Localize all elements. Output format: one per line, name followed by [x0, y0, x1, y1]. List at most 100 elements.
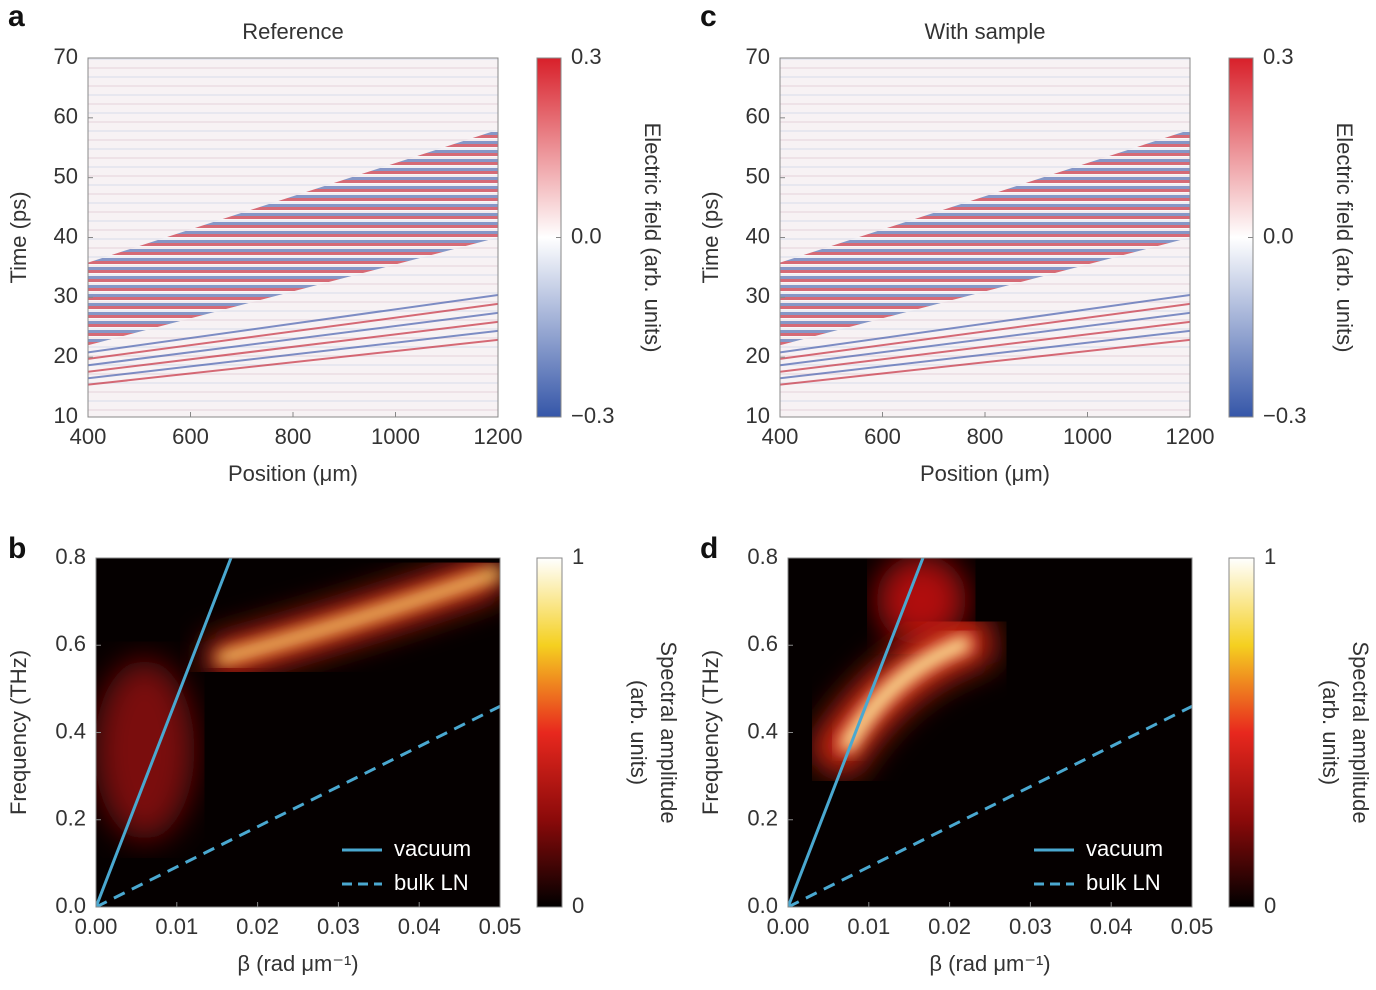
noise-stripe [88, 292, 498, 294]
noise-stripe [88, 166, 498, 168]
x-axis-label: β (rad μm⁻¹) [237, 951, 358, 976]
x-axis-label: Position (μm) [228, 461, 358, 486]
noise-stripe [780, 400, 1190, 402]
colorbar-label: (arb. units) [1318, 680, 1343, 785]
noise-stripe [780, 121, 1190, 123]
noise-stripe [780, 76, 1190, 78]
noise-stripe [88, 112, 498, 114]
y-tick-label: 50 [746, 163, 770, 188]
noise-stripe [780, 157, 1190, 159]
noise-stripe [780, 328, 1190, 330]
signal-line [88, 329, 498, 380]
colorbar-tick-label: 0.0 [571, 223, 602, 248]
panel-label: c [700, 0, 717, 33]
noise-stripe [88, 130, 498, 132]
x-tick-label: 600 [864, 424, 901, 449]
noise-stripe [88, 103, 498, 105]
series-line [788, 704, 1192, 907]
noise-stripe [780, 58, 1190, 60]
legend-label: bulk LN [394, 870, 469, 895]
y-tick-label: 20 [746, 343, 770, 368]
y-tick-label: 20 [54, 343, 78, 368]
legend-label: vacuum [394, 836, 471, 861]
noise-stripe [780, 391, 1190, 393]
colorbar-label: Spectral amplitude [1348, 641, 1373, 823]
y-tick-label: 0.8 [55, 544, 86, 569]
colorbar-tick-label: 0 [572, 893, 584, 918]
signal-line [88, 320, 498, 373]
noise-stripe [780, 175, 1190, 177]
noise-stripe [780, 310, 1190, 312]
noise-stripe [780, 382, 1190, 384]
x-tick-label: 0.01 [847, 914, 890, 939]
x-tick-label: 0.05 [479, 914, 522, 939]
panel-label: a [8, 0, 25, 33]
signal-line [88, 311, 498, 367]
noise-stripe [780, 112, 1190, 114]
noise-stripe [780, 373, 1190, 375]
y-tick-label: 0.0 [55, 893, 86, 918]
x-tick-label: 0.01 [155, 914, 198, 939]
colorbar-tick-label: 0.3 [1263, 44, 1294, 69]
colorbar-tick-label: 0.0 [1263, 223, 1294, 248]
noise-stripe [780, 193, 1190, 195]
glow [96, 659, 195, 840]
signal-line [88, 302, 498, 360]
x-tick-label: 0.05 [1171, 914, 1214, 939]
panel-label: d [700, 532, 718, 565]
x-axis-label: Position (μm) [920, 461, 1050, 486]
signal-band [780, 129, 1190, 346]
x-tick-label: 0.03 [1009, 914, 1052, 939]
signal-line [780, 311, 1190, 367]
x-tick-label: 0.04 [1090, 914, 1133, 939]
y-tick-label: 0.4 [55, 718, 86, 743]
noise-stripe [88, 364, 498, 366]
y-tick-label: 50 [54, 163, 78, 188]
x-axis-label: β (rad μm⁻¹) [929, 951, 1050, 976]
colorbar-tick-label: 0 [1264, 893, 1276, 918]
noise-stripe [88, 58, 498, 60]
y-tick-label: 0.4 [747, 718, 778, 743]
y-tick-label: 10 [746, 403, 770, 428]
y-axis-label: Time (ps) [6, 191, 31, 283]
noise-stripe [88, 400, 498, 402]
noise-stripe [88, 175, 498, 177]
y-tick-label: 60 [54, 104, 78, 129]
noise-stripe [780, 130, 1190, 132]
y-tick-label: 0.2 [55, 806, 86, 831]
noise-stripe [780, 166, 1190, 168]
colorbar-label: Electric field (arb. units) [1332, 123, 1357, 353]
series-line [96, 704, 500, 907]
x-tick-label: 1000 [371, 424, 420, 449]
y-axis-label: Frequency (THz) [698, 650, 723, 815]
x-tick-label: 0.02 [236, 914, 279, 939]
signal-line [780, 338, 1190, 386]
legend-label: vacuum [1086, 836, 1163, 861]
colorbar-tick-label: 1 [572, 544, 584, 569]
x-tick-label: 800 [275, 424, 312, 449]
noise-stripe [88, 301, 498, 303]
colorbar-tick-label: 0.3 [571, 44, 602, 69]
noise-stripe [88, 319, 498, 321]
chart-title: With sample [924, 19, 1045, 44]
noise-stripe [88, 355, 498, 357]
noise-stripe [780, 364, 1190, 366]
noise-stripe [88, 328, 498, 330]
colorbar-tick-label: 1 [1264, 544, 1276, 569]
noise-stripe [780, 139, 1190, 141]
y-tick-label: 40 [54, 223, 78, 248]
x-tick-label: 400 [70, 424, 107, 449]
signal-line [780, 320, 1190, 373]
y-tick-label: 0.2 [747, 806, 778, 831]
noise-stripe [780, 301, 1190, 303]
signal-band [88, 129, 498, 346]
noise-stripe [780, 94, 1190, 96]
noise-stripe [88, 139, 498, 141]
y-axis-label: Time (ps) [698, 191, 723, 283]
noise-stripe [88, 184, 498, 186]
colorbar [536, 557, 563, 908]
chart-title: Reference [242, 19, 344, 44]
heatmap-image [96, 558, 500, 907]
y-tick-label: 60 [746, 104, 770, 129]
